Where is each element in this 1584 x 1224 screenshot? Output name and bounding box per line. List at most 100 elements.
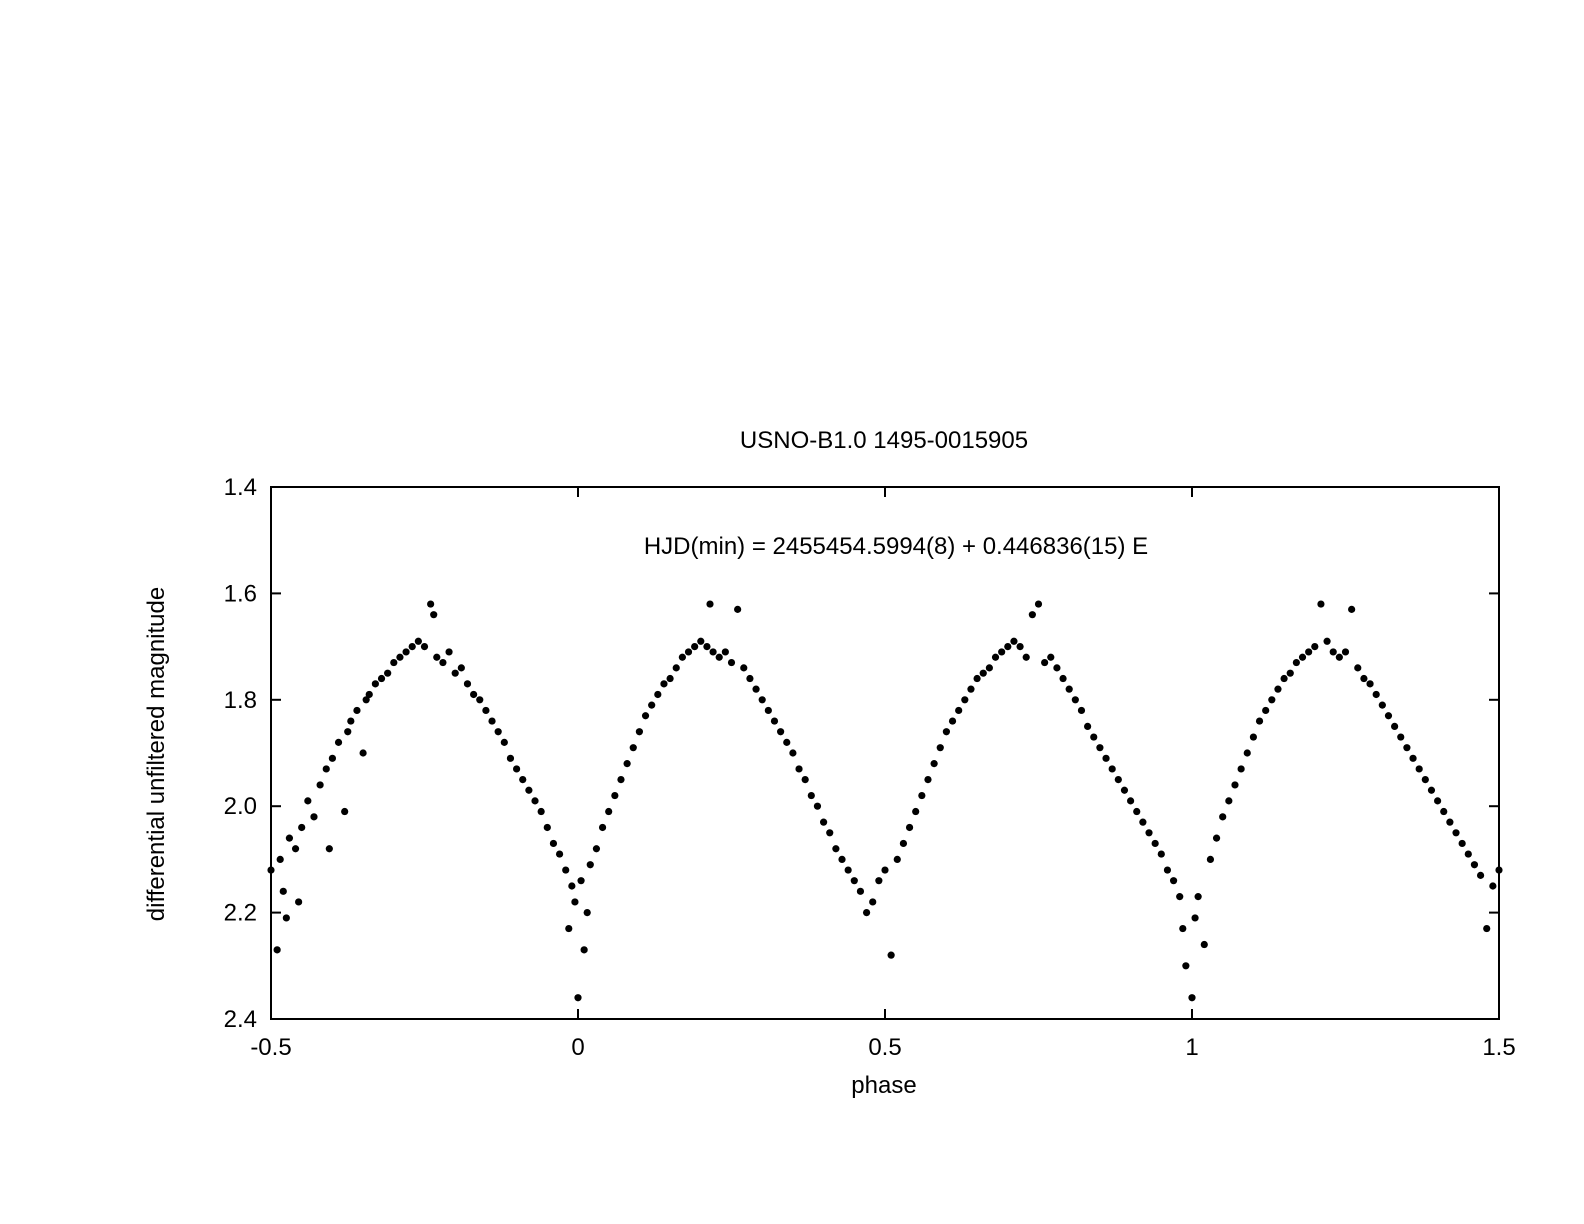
y-tick-label: 2.2 [224, 900, 257, 927]
data-point [955, 706, 963, 715]
data-point [1317, 600, 1325, 608]
data-point [1243, 749, 1251, 757]
data-point [1065, 685, 1073, 693]
data-point [519, 776, 527, 784]
data-point [666, 674, 674, 683]
data-point [402, 648, 410, 656]
data-point [1133, 807, 1141, 816]
data-point [1427, 786, 1436, 794]
data-point [936, 744, 944, 752]
data-point [789, 749, 797, 757]
data-point [1016, 643, 1024, 651]
data-point [537, 807, 545, 816]
data-point [1194, 893, 1202, 901]
data-point [1329, 648, 1337, 656]
data-point [1090, 733, 1098, 741]
data-point [362, 696, 370, 704]
data-point [998, 648, 1006, 656]
data-point [1212, 834, 1221, 842]
data-point [1071, 696, 1079, 704]
data-point [1378, 701, 1386, 709]
data-point [1483, 924, 1491, 933]
data-point [1034, 600, 1043, 608]
data-point [295, 898, 303, 906]
y-tick-label: 1.4 [224, 474, 257, 501]
data-point [577, 877, 585, 885]
data-point [1151, 839, 1159, 848]
data-point [1274, 685, 1282, 693]
data-point [832, 845, 840, 853]
data-point [1237, 765, 1245, 773]
data-point [427, 600, 435, 608]
x-tick-label: 0 [571, 1034, 584, 1061]
data-point [1262, 706, 1270, 715]
data-point [371, 680, 379, 688]
data-point [777, 728, 785, 736]
data-point [451, 669, 459, 677]
data-point [967, 685, 975, 693]
data-point [838, 855, 846, 864]
data-point [1059, 674, 1067, 683]
data-point [463, 680, 472, 688]
data-point [1391, 722, 1399, 731]
data-point [1179, 924, 1187, 933]
data-point [500, 738, 508, 746]
data-point [457, 664, 465, 672]
data-point [856, 887, 865, 895]
data-point [1464, 850, 1472, 858]
data-point [715, 653, 723, 661]
data-point [334, 738, 343, 746]
data-point [1440, 807, 1448, 816]
data-point [365, 690, 373, 699]
data-point [1096, 744, 1104, 752]
data-point [623, 760, 631, 768]
data-point [672, 664, 680, 672]
data-point [887, 951, 895, 959]
data-point [555, 850, 564, 858]
data-point [770, 717, 779, 725]
data-point [543, 823, 551, 832]
data-point [826, 829, 834, 837]
y-axis-label: differential unfiltered magnitude [143, 587, 170, 921]
data-point [1108, 765, 1116, 773]
data-point [1415, 765, 1423, 773]
data-point [1470, 861, 1479, 869]
x-tick-label: -0.5 [250, 1034, 291, 1061]
data-point [1341, 648, 1350, 656]
data-point [893, 855, 901, 864]
data-point [433, 653, 441, 661]
y-tick-label: 1.6 [224, 580, 257, 607]
chart-title: USNO-B1.0 1495-0015905 [740, 427, 1028, 454]
data-point [1102, 754, 1110, 762]
data-point [611, 791, 619, 800]
data-point [820, 818, 828, 826]
data-point [377, 674, 386, 683]
data-point [1022, 653, 1030, 661]
data-point [746, 674, 754, 683]
data-point [697, 637, 705, 645]
data-point [684, 648, 693, 656]
data-point [1255, 717, 1264, 725]
data-point [660, 680, 668, 688]
data-point [918, 791, 926, 800]
data-point [1145, 829, 1153, 837]
data-point [344, 728, 352, 736]
data-point [408, 643, 416, 651]
data-point [430, 611, 438, 619]
data-point [598, 823, 607, 832]
y-axis-ticks: 1.4 1.6 1.8 2.0 2.2 2.4 [224, 474, 1499, 1033]
data-point [678, 653, 686, 661]
data-point [1191, 914, 1199, 922]
data-point [291, 845, 300, 853]
data-point [1041, 658, 1049, 667]
data-point [353, 706, 361, 715]
data-point [979, 669, 987, 677]
data-point [1335, 653, 1343, 661]
data-point [586, 861, 594, 869]
data-point [513, 765, 521, 773]
data-point [1047, 653, 1055, 661]
data-point [807, 791, 815, 800]
data-point [494, 728, 502, 736]
data-point [565, 924, 573, 933]
data-point [1176, 893, 1184, 901]
